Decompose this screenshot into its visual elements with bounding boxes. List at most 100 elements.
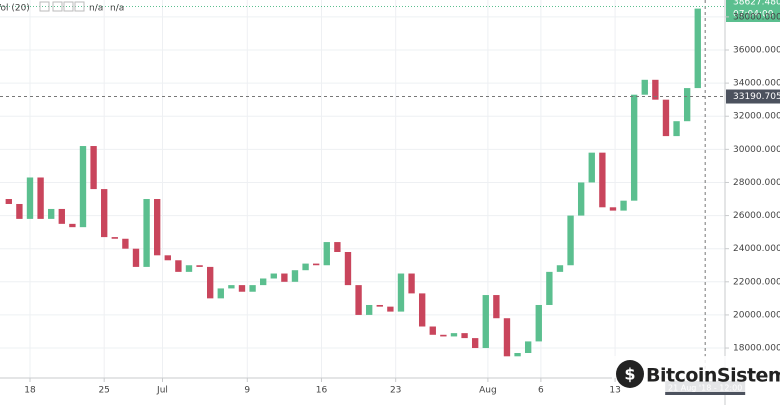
candle-body [313, 263, 320, 266]
candle-body [535, 304, 542, 342]
candle-body [376, 304, 383, 307]
legend-icon[interactable] [39, 1, 50, 12]
x-tick-label: 16 [316, 386, 328, 396]
y-tick-label: 22000.0000 [733, 277, 780, 287]
candle-body [694, 8, 701, 89]
legend-title: Vol (20) [0, 4, 30, 14]
y-tick-label: 26000.0000 [733, 211, 780, 221]
candle-body [291, 270, 299, 282]
candle-body [334, 242, 341, 252]
candle-body [588, 152, 595, 183]
candle-body [493, 295, 500, 319]
candle-body [175, 260, 182, 272]
candles [5, 8, 701, 357]
last-price-label: 38627.4807 [733, 0, 780, 8]
watermark-text: BitcoinSistemi [646, 365, 780, 387]
watermark-logo-b: $ [624, 365, 635, 384]
y-tick-label: 24000.0000 [733, 244, 780, 254]
candle-body [122, 238, 129, 249]
candle-body [196, 265, 203, 267]
x-tick-label: 18 [24, 386, 36, 396]
y-tick-label: 34000.0000 [733, 79, 780, 89]
y-tick-label: 28000.0000 [733, 178, 780, 188]
candle-body [26, 177, 34, 219]
crosshair-price-box [726, 89, 780, 104]
candle-body [154, 199, 161, 256]
candle-body [48, 208, 55, 219]
candle-body [238, 285, 246, 292]
candle-body [567, 215, 574, 266]
candle-body [260, 278, 267, 286]
candle-body [397, 273, 405, 312]
candle-body [524, 341, 532, 353]
candle-body [683, 88, 691, 122]
candle-body [599, 152, 606, 208]
candle-body [418, 293, 426, 327]
candle-body [355, 285, 362, 315]
grid [0, 0, 725, 378]
y-tick-label: 30000.0000 [733, 145, 780, 155]
candle-body [16, 203, 23, 219]
y-tick-label: 32000.0000 [733, 112, 780, 122]
candle-body [387, 306, 394, 312]
candle-body [90, 146, 97, 190]
candle-body [281, 273, 288, 282]
candle-body [440, 334, 447, 337]
candle-body [577, 182, 585, 216]
y-tick-label: 38000.0000 [733, 12, 780, 22]
candle-body [79, 146, 87, 228]
candle-body [58, 208, 65, 224]
x-tick-label: Aug [479, 386, 497, 396]
candle-body [609, 207, 617, 211]
legend-icon[interactable] [52, 1, 63, 12]
candle-body [132, 248, 140, 267]
legend-icon[interactable] [63, 1, 74, 12]
candle-body [111, 237, 118, 239]
y-tick-label: 20000.0000 [733, 310, 780, 320]
candle-body [620, 200, 627, 211]
candle-body [461, 333, 468, 339]
candle-body [641, 79, 648, 95]
candle-body [673, 121, 680, 137]
y-tick-label: 36000.0000 [733, 46, 780, 56]
candle-body [482, 295, 489, 349]
candle-body [164, 255, 171, 261]
x-tick-label: 9 [244, 386, 250, 396]
candle-body [408, 273, 415, 294]
legend-icon[interactable] [74, 1, 85, 12]
x-tick-label: 13 [609, 386, 620, 396]
candle-body [69, 223, 76, 228]
candle-body [185, 265, 193, 272]
legend-value: n/a [89, 4, 103, 14]
legend-value: n/a [110, 4, 124, 14]
candle-body [207, 266, 214, 299]
candle-body [217, 288, 224, 299]
crosshair-price-label: 33190.7055 [733, 92, 780, 102]
x-tick-label: 25 [98, 386, 109, 396]
candle-body [249, 285, 256, 292]
candle-body [101, 189, 108, 238]
candle-body [546, 271, 553, 305]
watermark: $ BitcoinSistemi [612, 356, 780, 392]
candle-body [471, 338, 479, 349]
candle-body [450, 333, 458, 337]
candle-body [302, 263, 309, 271]
candle-body [323, 242, 330, 266]
candle-body [503, 318, 511, 357]
candle-body [514, 352, 521, 357]
last-price-box [726, 0, 780, 22]
candle-body [662, 99, 670, 137]
y-tick-label: 18000.0000 [733, 344, 780, 354]
candle-body [344, 252, 352, 286]
candle-body [5, 199, 12, 204]
countdown-label: 07:04:00 [733, 10, 774, 20]
candle-body [270, 273, 277, 279]
watermark-logo [616, 360, 644, 388]
candle-body [143, 199, 150, 267]
candle-body [652, 79, 659, 100]
candle-body [37, 177, 44, 219]
x-tick-label: 6 [538, 386, 544, 396]
candle-body [630, 94, 638, 201]
